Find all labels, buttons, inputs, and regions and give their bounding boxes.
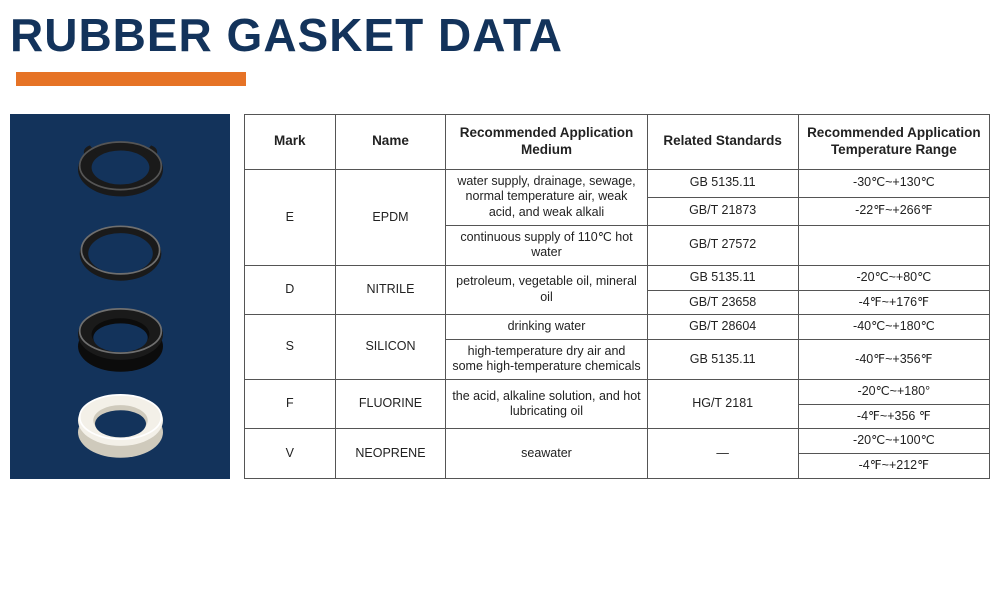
cell-temp: -4℉~+176℉ [798,290,989,315]
cell-medium: seawater [446,429,647,478]
col-standards: Related Standards [647,115,798,170]
cell-mark: E [245,169,336,265]
cell-temp: -40℃~+180℃ [798,315,989,340]
page-title: RUBBER GASKET DATA [10,8,990,62]
cell-mark: V [245,429,336,478]
gasket-image-2 [68,211,173,296]
cell-mark: S [245,315,336,380]
cell-temp: -30℃~+130℃ [798,169,989,197]
cell-medium: petroleum, vegetable oil, mineral oil [446,265,647,314]
cell-name: NEOPRENE [335,429,446,478]
cell-medium: continuous supply of 110℃ hot water [446,225,647,265]
cell-temp: -4℉~+356 ℉ [798,404,989,429]
table-row: V NEOPRENE seawater — -20℃~+100℃ [245,429,990,454]
cell-name: FLUORINE [335,380,446,429]
cell-medium: drinking water [446,315,647,340]
gasket-image-4 [68,383,173,468]
cell-std: GB/T 28604 [647,315,798,340]
table-header-row: Mark Name Recommended Application Medium… [245,115,990,170]
cell-std: GB/T 21873 [647,197,798,225]
cell-std: — [647,429,798,478]
cell-temp: -22℉~+266℉ [798,197,989,225]
cell-medium: high-temperature dry air and some high-t… [446,339,647,379]
cell-std: GB 5135.11 [647,169,798,197]
table-row: E EPDM water supply, drainage, sewage, n… [245,169,990,197]
cell-name: NITRILE [335,265,446,314]
cell-std: GB 5135.11 [647,265,798,290]
cell-temp: -4℉~+212℉ [798,453,989,478]
cell-temp [798,225,989,265]
col-name: Name [335,115,446,170]
col-mark: Mark [245,115,336,170]
gasket-image-1 [68,125,173,210]
cell-temp: -20℃~+180° [798,380,989,405]
cell-std: GB 5135.11 [647,339,798,379]
table-row: S SILICON drinking water GB/T 28604 -40℃… [245,315,990,340]
cell-mark: D [245,265,336,314]
gasket-data-table: Mark Name Recommended Application Medium… [244,114,990,479]
cell-medium: the acid, alkaline solution, and hot lub… [446,380,647,429]
cell-std: HG/T 2181 [647,380,798,429]
col-temp: Recommended Application Temperature Rang… [798,115,989,170]
cell-temp: -40℉~+356℉ [798,339,989,379]
cell-medium: water supply, drainage, sewage, normal t… [446,169,647,225]
table-row: F FLUORINE the acid, alkaline solution, … [245,380,990,405]
gasket-image-3 [68,297,173,382]
cell-name: EPDM [335,169,446,265]
cell-temp: -20℃~+100℃ [798,429,989,454]
gasket-image-panel [10,114,230,479]
accent-bar [16,72,246,86]
cell-name: SILICON [335,315,446,380]
data-table-container: Mark Name Recommended Application Medium… [244,114,990,479]
col-medium: Recommended Application Medium [446,115,647,170]
table-row: D NITRILE petroleum, vegetable oil, mine… [245,265,990,290]
cell-std: GB/T 23658 [647,290,798,315]
cell-temp: -20℃~+80℃ [798,265,989,290]
cell-std: GB/T 27572 [647,225,798,265]
cell-mark: F [245,380,336,429]
